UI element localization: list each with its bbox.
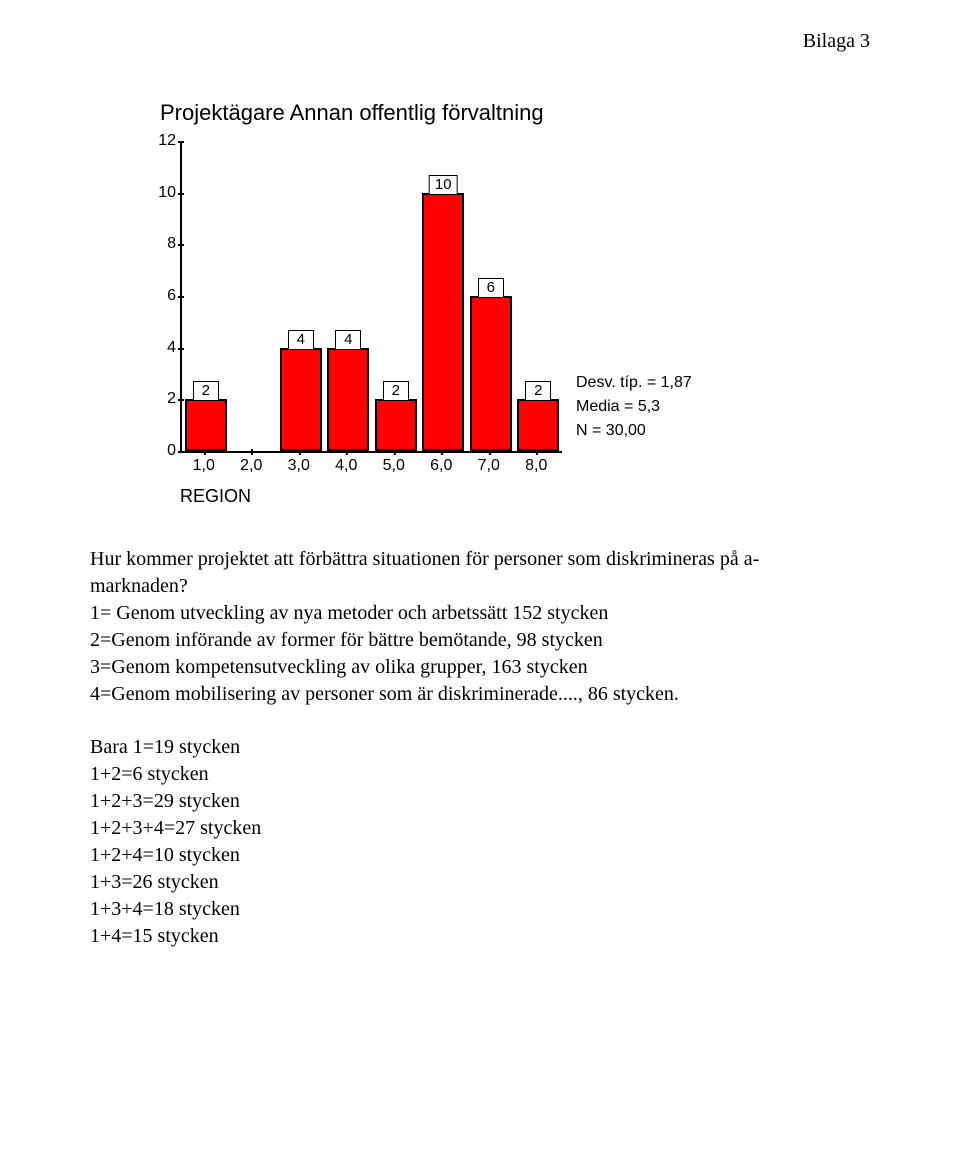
count-2: 1+2+3=29 stycken [90, 788, 870, 815]
bar-value-label: 2 [193, 381, 219, 401]
bar [327, 348, 369, 451]
chart-stats: Desv. típ. = 1,87 Media = 5,3 N = 30,00 [576, 371, 692, 443]
bar [185, 399, 227, 451]
bar-value-label: 4 [335, 330, 361, 350]
stats-line-3: N = 30,00 [576, 419, 692, 443]
x-tick: 6,0 [430, 457, 452, 475]
stats-line-2: Media = 5,3 [576, 395, 692, 419]
bar [280, 348, 322, 451]
x-axis-title: REGION [180, 486, 251, 507]
count-1: 1+2=6 stycken [90, 761, 870, 788]
x-tick: 3,0 [288, 457, 310, 475]
bar-value-label: 4 [288, 330, 314, 350]
x-tick: 5,0 [383, 457, 405, 475]
y-tick: 6 [146, 287, 176, 305]
question-line-1: Hur kommer projektet att förbättra situa… [90, 546, 870, 573]
bar [470, 296, 512, 451]
y-tick: 10 [146, 184, 176, 202]
x-tick: 2,0 [240, 457, 262, 475]
count-3: 1+2+3+4=27 stycken [90, 815, 870, 842]
body-text: Hur kommer projektet att förbättra situa… [90, 546, 870, 950]
count-5: 1+3=26 stycken [90, 869, 870, 896]
answer-4: 4=Genom mobilisering av personer som är … [90, 681, 870, 708]
bar-value-label: 2 [525, 381, 551, 401]
stats-line-1: Desv. típ. = 1,87 [576, 371, 692, 395]
answer-1: 1= Genom utveckling av nya metoder och a… [90, 600, 870, 627]
count-4: 1+2+4=10 stycken [90, 842, 870, 869]
y-tick: 0 [146, 442, 176, 460]
bar-value-label: 6 [478, 278, 504, 298]
x-tick: 4,0 [335, 457, 357, 475]
y-tick: 2 [146, 390, 176, 408]
bar [517, 399, 559, 451]
y-tick: 4 [146, 339, 176, 357]
chart-plot: 02468101224421062 [180, 141, 562, 453]
chart-title: Projektägare Annan offentlig förvaltning [160, 100, 870, 126]
y-tick: 12 [146, 132, 176, 150]
count-6: 1+3+4=18 stycken [90, 896, 870, 923]
bar-value-label: 10 [429, 175, 458, 195]
bar-value-label: 2 [383, 381, 409, 401]
answer-3: 3=Genom kompetensutveckling av olika gru… [90, 654, 870, 681]
answer-2: 2=Genom införande av former för bättre b… [90, 627, 870, 654]
x-tick: 8,0 [525, 457, 547, 475]
y-tick: 8 [146, 235, 176, 253]
question-line-2: marknaden? [90, 573, 870, 600]
x-tick: 7,0 [478, 457, 500, 475]
x-labels: 1,0 2,0 3,0 4,0 5,0 6,0 7,0 8,0 [180, 457, 560, 477]
count-7: 1+4=15 stycken [90, 923, 870, 950]
header-bilaga: Bilaga 3 [803, 30, 870, 53]
chart-area: 02468101224421062 1,02,03,04,05,06,07,08… [140, 141, 780, 511]
x-tick: 1,0 [193, 457, 215, 475]
counts-block: Bara 1=19 stycken 1+2=6 stycken 1+2+3=29… [90, 734, 870, 950]
count-0: Bara 1=19 stycken [90, 734, 870, 761]
bar [422, 193, 464, 451]
bar [375, 399, 417, 451]
page: Bilaga 3 Projektägare Annan offentlig fö… [0, 0, 960, 1151]
